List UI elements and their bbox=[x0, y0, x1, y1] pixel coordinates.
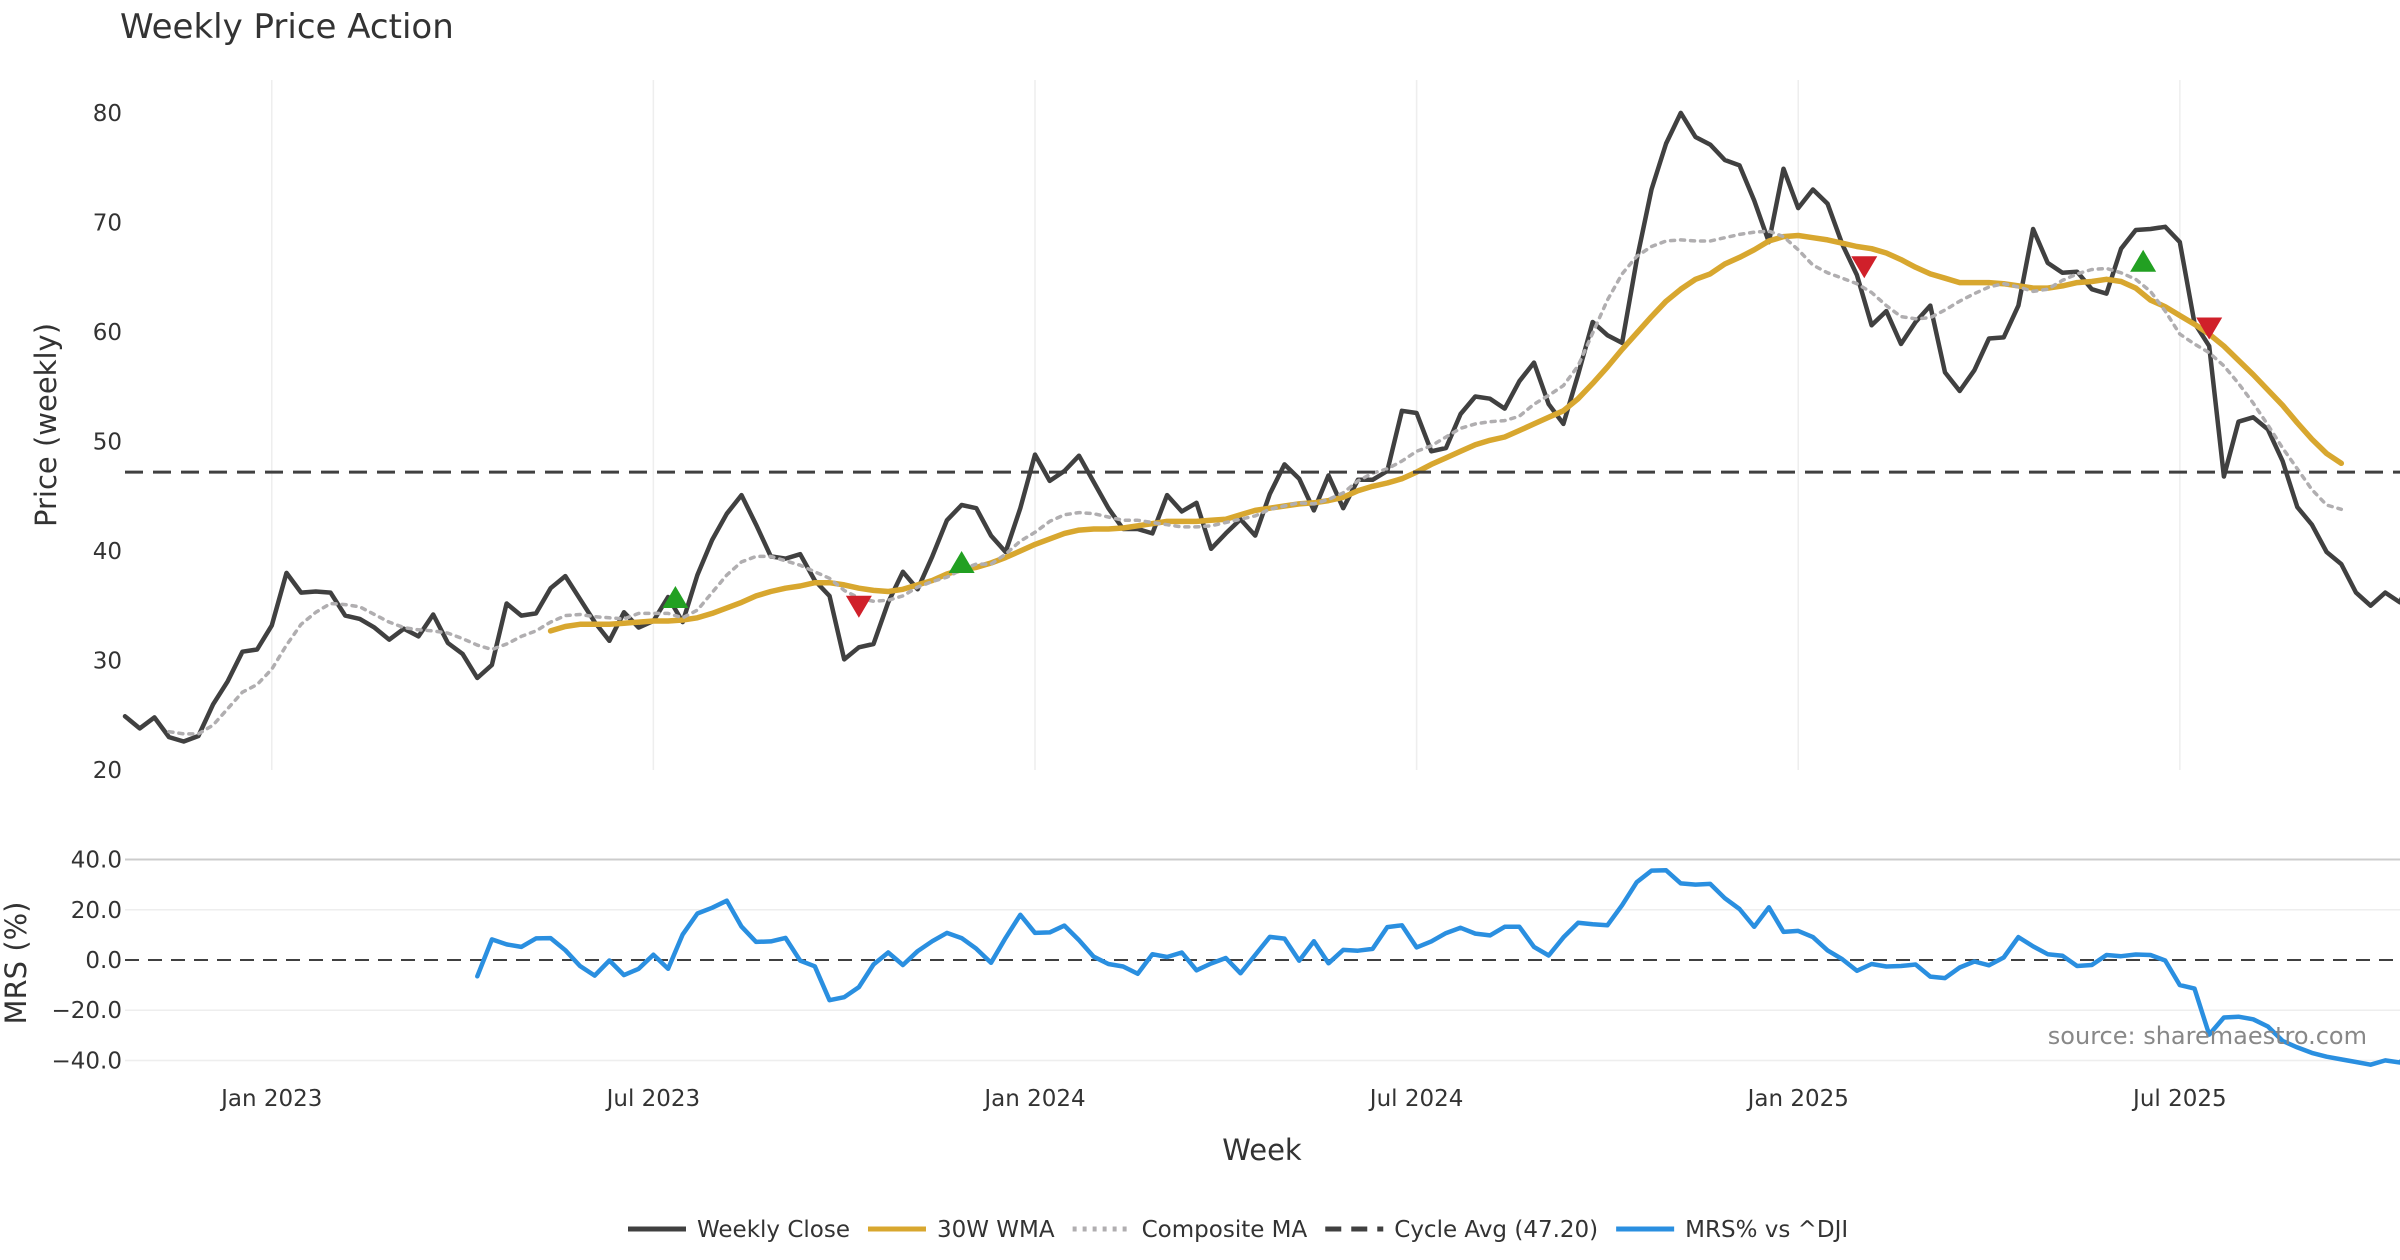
mrs-y-tick-label: 0.0 bbox=[85, 948, 122, 974]
price-y-tick-label: 20 bbox=[93, 758, 122, 784]
legend-entry: Weekly Close bbox=[628, 1217, 850, 1243]
series-line-composite-ma bbox=[167, 229, 2344, 736]
chart-title: Weekly Price Action bbox=[120, 7, 454, 47]
price-y-tick-label: 60 bbox=[93, 320, 122, 346]
legend-label: 30W WMA bbox=[937, 1217, 1055, 1243]
series-line-weekly-close bbox=[122, 110, 2400, 744]
x-tick-label: Jan 2023 bbox=[219, 1086, 322, 1112]
price-y-tick-label: 70 bbox=[93, 210, 122, 236]
legend-label: Cycle Avg (47.20) bbox=[1394, 1217, 1598, 1243]
series-line-mrs bbox=[475, 868, 2400, 1067]
mrs-y-tick-label: −40.0 bbox=[52, 1048, 122, 1074]
series-line-30w-wma bbox=[547, 232, 2345, 634]
price-y-tick-label: 40 bbox=[93, 539, 122, 565]
price-y-tick-label: 80 bbox=[93, 101, 122, 127]
buy-signal-marker bbox=[2130, 249, 2157, 272]
sell-signal-marker bbox=[1851, 256, 1878, 279]
source-attribution: source: sharemaestro.com bbox=[2048, 1022, 2367, 1050]
buy-signal-marker bbox=[662, 586, 689, 609]
mrs-y-tick-label: 40.0 bbox=[71, 848, 122, 874]
legend-entry: Cycle Avg (47.20) bbox=[1325, 1217, 1598, 1243]
price-y-tick-label: 50 bbox=[93, 429, 122, 455]
price-y-tick-label: 30 bbox=[93, 648, 122, 674]
price-panel: 20 30 40 50 60 70 80 bbox=[93, 80, 2400, 784]
legend-label: MRS% vs ^DJI bbox=[1685, 1217, 1848, 1243]
legend-entry: MRS% vs ^DJI bbox=[1616, 1217, 1848, 1243]
legend-label: Weekly Close bbox=[697, 1217, 850, 1243]
x-tick-label: Jul 2025 bbox=[2131, 1086, 2227, 1112]
sell-signal-marker bbox=[845, 595, 872, 618]
mrs-y-tick-label: 20.0 bbox=[71, 898, 122, 924]
legend-entry: Composite MA bbox=[1072, 1217, 1308, 1243]
x-tick-label: Jul 2023 bbox=[605, 1086, 701, 1112]
mrs-y-axis-label: MRS (%) bbox=[0, 902, 33, 1025]
x-tick-label: Jan 2025 bbox=[1746, 1086, 1849, 1112]
x-axis: Jan 2023 Jul 2023 Jan 2024 Jul 2024 Jan 2025… bbox=[219, 1086, 2227, 1112]
buy-signal-marker bbox=[948, 551, 975, 573]
mrs-panel: −40.0 −20.0 0.0 20.0 40.0 bbox=[52, 848, 2400, 1074]
legend-label: Composite MA bbox=[1142, 1217, 1308, 1243]
x-tick-label: Jan 2024 bbox=[982, 1086, 1085, 1112]
sell-signal-marker bbox=[2196, 317, 2223, 340]
legend: Weekly Close 30W WMA Composite MA Cycle Avg… bbox=[628, 1217, 1848, 1243]
price-y-axis-label: Price (weekly) bbox=[29, 323, 63, 527]
mrs-y-tick-label: −20.0 bbox=[52, 998, 122, 1024]
legend-entry: 30W WMA bbox=[867, 1217, 1055, 1243]
x-axis-label: Week bbox=[1222, 1133, 1302, 1167]
x-tick-label: Jul 2024 bbox=[1368, 1086, 1464, 1112]
